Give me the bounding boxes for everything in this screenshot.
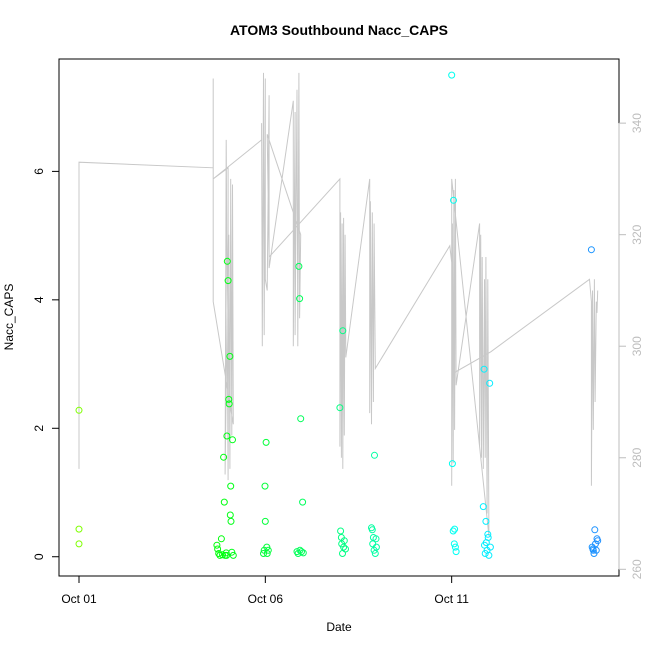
y-tick-label: 4 <box>32 296 46 303</box>
data-point <box>589 546 597 554</box>
data-point <box>297 415 305 423</box>
data-point <box>229 551 237 559</box>
x-tick-label: Oct 11 <box>434 592 469 606</box>
data-point <box>214 545 222 553</box>
y2-tick-label: 260 <box>630 559 644 579</box>
y-axis-label: Nacc_CAPS <box>2 284 16 351</box>
data-point <box>263 550 271 557</box>
data-point <box>223 551 231 559</box>
data-point <box>372 535 380 543</box>
line-series <box>78 72 599 536</box>
plot-frame <box>58 58 620 577</box>
data-point <box>299 498 307 506</box>
data-point <box>448 71 456 79</box>
data-point <box>228 548 236 556</box>
y2-tick-label: 280 <box>630 447 644 467</box>
data-point <box>298 548 305 556</box>
data-point <box>227 517 235 525</box>
data-point <box>261 517 269 525</box>
data-point <box>486 543 494 551</box>
y-tick-label: 6 <box>32 168 46 175</box>
data-point <box>371 451 378 459</box>
data-point <box>484 534 492 541</box>
data-point <box>75 540 83 548</box>
data-point <box>337 527 345 535</box>
data-point <box>451 543 459 551</box>
data-point <box>264 546 272 554</box>
y-tick-label: 2 <box>32 425 46 432</box>
data-point <box>217 535 225 543</box>
data-point <box>216 551 224 559</box>
data-point <box>220 498 228 506</box>
data-point <box>484 530 492 538</box>
chart-title: ATOM3 Southbound Nacc_CAPS <box>230 22 448 38</box>
data-point <box>336 404 344 412</box>
data-point <box>215 550 223 557</box>
x-axis: Oct 01 Oct 06 Oct 11 <box>61 575 469 606</box>
data-point <box>226 352 234 360</box>
point-series <box>75 71 602 559</box>
data-point <box>594 537 602 545</box>
x-tick-label: Oct 01 <box>61 592 97 606</box>
data-point <box>449 527 457 535</box>
data-point <box>479 503 487 511</box>
data-point <box>213 541 221 549</box>
data-point <box>452 548 460 556</box>
data-point <box>225 400 233 408</box>
data-point <box>450 196 457 204</box>
x-axis-label: Date <box>326 620 352 634</box>
data-point <box>451 525 459 533</box>
data-point <box>220 453 228 461</box>
data-point <box>75 406 83 414</box>
data-point <box>260 550 267 557</box>
data-point <box>261 482 269 490</box>
data-point <box>482 517 490 525</box>
data-point <box>229 436 236 444</box>
data-point <box>219 551 226 559</box>
data-point <box>485 551 493 559</box>
series-line <box>78 72 599 536</box>
data-point <box>450 540 458 548</box>
data-point <box>591 526 599 534</box>
y-tick-label: 0 <box>32 553 46 560</box>
y2-axis: 260 280 300 320 340 <box>618 113 644 579</box>
data-point <box>223 257 231 265</box>
data-point <box>480 365 488 373</box>
data-point <box>296 295 304 303</box>
data-point <box>587 246 595 254</box>
data-point <box>339 327 347 335</box>
data-point <box>227 482 235 490</box>
data-point <box>592 546 600 554</box>
data-point <box>295 262 303 270</box>
x-tick-label: Oct 06 <box>248 592 284 606</box>
data-point <box>448 460 456 468</box>
data-point <box>371 550 379 557</box>
data-point <box>262 438 270 446</box>
data-point <box>299 549 307 557</box>
data-point <box>75 525 83 533</box>
y2-tick-label: 320 <box>630 224 644 244</box>
data-point <box>372 543 380 551</box>
data-point <box>225 395 233 403</box>
data-point <box>226 511 234 519</box>
data-point <box>342 545 349 553</box>
y-axis: 0 2 4 6 <box>32 168 60 560</box>
data-point <box>224 277 232 285</box>
data-point <box>486 379 494 387</box>
data-point <box>223 432 231 440</box>
y2-tick-label: 340 <box>630 113 644 133</box>
data-point <box>340 537 348 545</box>
data-point <box>368 526 376 534</box>
y2-tick-label: 300 <box>630 336 644 356</box>
